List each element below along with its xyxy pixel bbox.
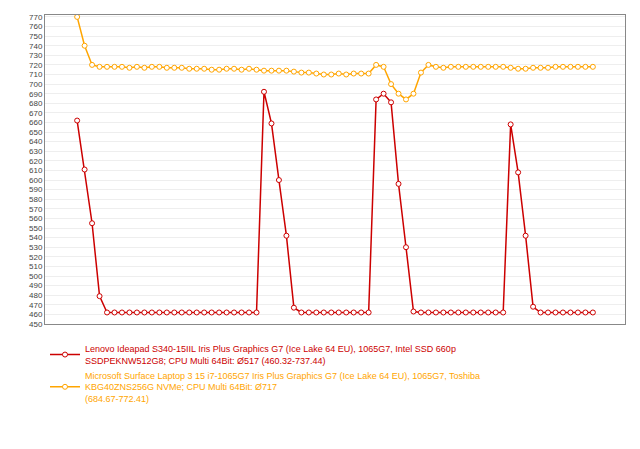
svg-text:730: 730 (29, 51, 43, 60)
svg-text:550: 550 (29, 224, 43, 233)
svg-text:520: 520 (29, 253, 43, 262)
svg-text:450: 450 (29, 320, 43, 329)
svg-text:610: 610 (29, 166, 43, 175)
svg-text:760: 760 (29, 22, 43, 31)
svg-text:620: 620 (29, 157, 43, 166)
svg-text:460: 460 (29, 310, 43, 319)
svg-text:560: 560 (29, 214, 43, 223)
svg-text:570: 570 (29, 205, 43, 214)
svg-text:510: 510 (29, 262, 43, 271)
svg-text:530: 530 (29, 243, 43, 252)
svg-text:540: 540 (29, 233, 43, 242)
svg-text:720: 720 (29, 61, 43, 70)
svg-text:Lenovo Ideapad S340-15IIL Iris: Lenovo Ideapad S340-15IIL Iris Plus Grap… (85, 344, 456, 366)
svg-text:580: 580 (29, 195, 43, 204)
svg-text:700: 700 (29, 80, 43, 89)
svg-text:600: 600 (29, 176, 43, 185)
svg-text:470: 470 (29, 301, 43, 310)
svg-text:660: 660 (29, 118, 43, 127)
svg-text:640: 640 (29, 137, 43, 146)
svg-text:Microsoft Surface Laptop 3 15: Microsoft Surface Laptop 3 15 i7-1065G7 … (85, 371, 480, 404)
svg-text:630: 630 (29, 147, 43, 156)
svg-text:590: 590 (29, 185, 43, 194)
svg-text:740: 740 (29, 42, 43, 51)
svg-text:770: 770 (29, 13, 43, 22)
svg-text:680: 680 (29, 99, 43, 108)
svg-text:750: 750 (29, 32, 43, 41)
svg-text:650: 650 (29, 128, 43, 137)
svg-text:500: 500 (29, 272, 43, 281)
svg-text:710: 710 (29, 70, 43, 79)
svg-text:670: 670 (29, 109, 43, 118)
svg-text:480: 480 (29, 291, 43, 300)
svg-text:490: 490 (29, 281, 43, 290)
svg-text:690: 690 (29, 89, 43, 98)
